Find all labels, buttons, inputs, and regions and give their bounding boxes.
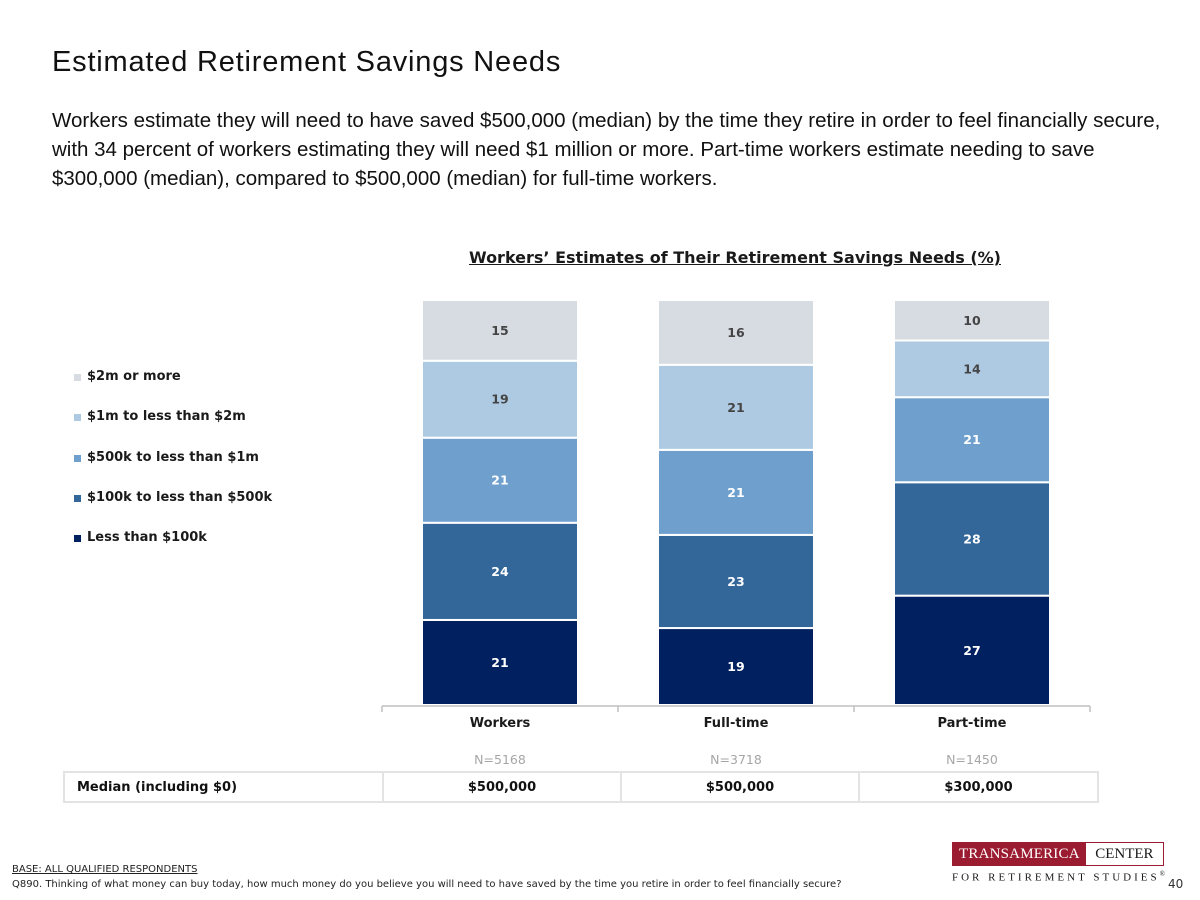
sample-size-part-time: N=1450 [946,752,998,767]
bar-segment-workers-100k-to-less-than-500k [421,521,579,621]
category-label-workers: Workers [470,716,531,731]
legend-swatch [74,374,81,381]
sample-size-workers: N=5168 [474,752,526,767]
data-label-full-time-1m-to-less-than-2m: 21 [727,400,744,415]
data-label-full-time-500k-to-less-than-1m: 21 [727,485,744,500]
legend-swatch [74,414,81,422]
data-label-part-time-2m-or-more: 10 [963,313,981,328]
category-label-part-time: Part-time [937,716,1006,731]
page-title: Estimated Retirement Savings Needs [52,46,562,78]
logo-subtitle: FOR RETIREMENT STUDIES [952,871,1160,884]
data-label-workers-2m-or-more: 15 [491,323,508,338]
median-row-label: Median (including $0) [63,771,384,803]
logo-registered-mark: ® [1159,870,1165,878]
bar-segment-workers-1m-to-less-than-2m [421,359,579,439]
median-table: Median (including $0) $500,000 $500,000 … [63,771,1099,803]
legend-swatch [74,494,81,502]
base-note: BASE: ALL QUALIFIED RESPONDENTS [12,864,198,875]
bar-segment-part-time-2m-or-more [893,299,1051,342]
category-label-full-time: Full-time [704,716,769,731]
legend-label: $500k to less than $1m [87,449,259,465]
bar-segment-full-time-1m-to-less-than-2m [657,363,815,451]
logo-brand: TRANSAMERICA [953,843,1086,865]
legend-swatch [74,535,81,543]
bar-segment-full-time-2m-or-more [657,299,815,366]
data-label-workers-less-than-100k: 21 [491,655,508,670]
data-label-part-time-100k-to-less-than-500k: 28 [963,531,980,546]
bar-segment-workers-500k-to-less-than-1m [421,436,579,524]
legend-label: $100k to less than $500k [87,489,273,505]
chart-legend: $2m or more $1m to less than $2m $500k to … [74,369,272,570]
data-label-part-time-1m-to-less-than-2m: 14 [963,361,981,376]
data-label-full-time-2m-or-more: 16 [727,325,745,340]
legend-item-2m-or-more: $2m or more [74,369,272,409]
data-label-full-time-100k-to-less-than-500k: 23 [727,574,744,589]
median-value-part-time: $300,000 [858,771,1099,803]
data-label-part-time-500k-to-less-than-1m: 21 [963,432,980,447]
data-label-workers-1m-to-less-than-2m: 19 [491,392,508,407]
legend-swatch [74,454,81,462]
bar-segment-full-time-500k-to-less-than-1m [657,448,815,536]
legend-item-100k-to-less-than-500k: $100k to less than $500k [74,490,272,530]
legend-item-less-than-100k: Less than $100k [74,530,272,570]
legend-label: Less than $100k [87,530,207,546]
intro-paragraph: Workers estimate they will need to have … [52,109,1161,190]
legend-item-500k-to-less-than-1m: $500k to less than $1m [74,450,272,490]
data-label-part-time-less-than-100k: 27 [963,643,980,658]
chart-title: Workers’ Estimates of Their Retirement S… [468,248,1001,267]
legend-item-1m-to-less-than-2m: $1m to less than $2m [74,409,272,449]
legend-label: $2m or more [87,369,181,384]
median-value-workers: $500,000 [382,771,622,803]
bar-segment-workers-2m-or-more [421,299,579,362]
bar-segment-full-time-100k-to-less-than-500k [657,533,815,630]
legend-label: $1m to less than $2m [87,409,246,425]
median-value-full-time: $500,000 [620,771,860,803]
transamerica-logo: TRANSAMERICA CENTER FOR RETIREMENT STUDI… [952,842,1165,884]
data-label-full-time-less-than-100k: 19 [727,659,744,674]
data-label-workers-500k-to-less-than-1m: 21 [491,473,508,488]
page-number: 40 [1168,877,1184,891]
median-row: Median (including $0) $500,000 $500,000 … [63,771,1099,803]
data-label-workers-100k-to-less-than-500k: 24 [491,564,509,579]
bar-segment-part-time-100k-to-less-than-500k [893,481,1051,597]
question-note: Q890. Thinking of what money can buy tod… [12,879,842,890]
logo-center: CENTER [1095,846,1154,862]
sample-size-full-time: N=3718 [710,752,762,767]
